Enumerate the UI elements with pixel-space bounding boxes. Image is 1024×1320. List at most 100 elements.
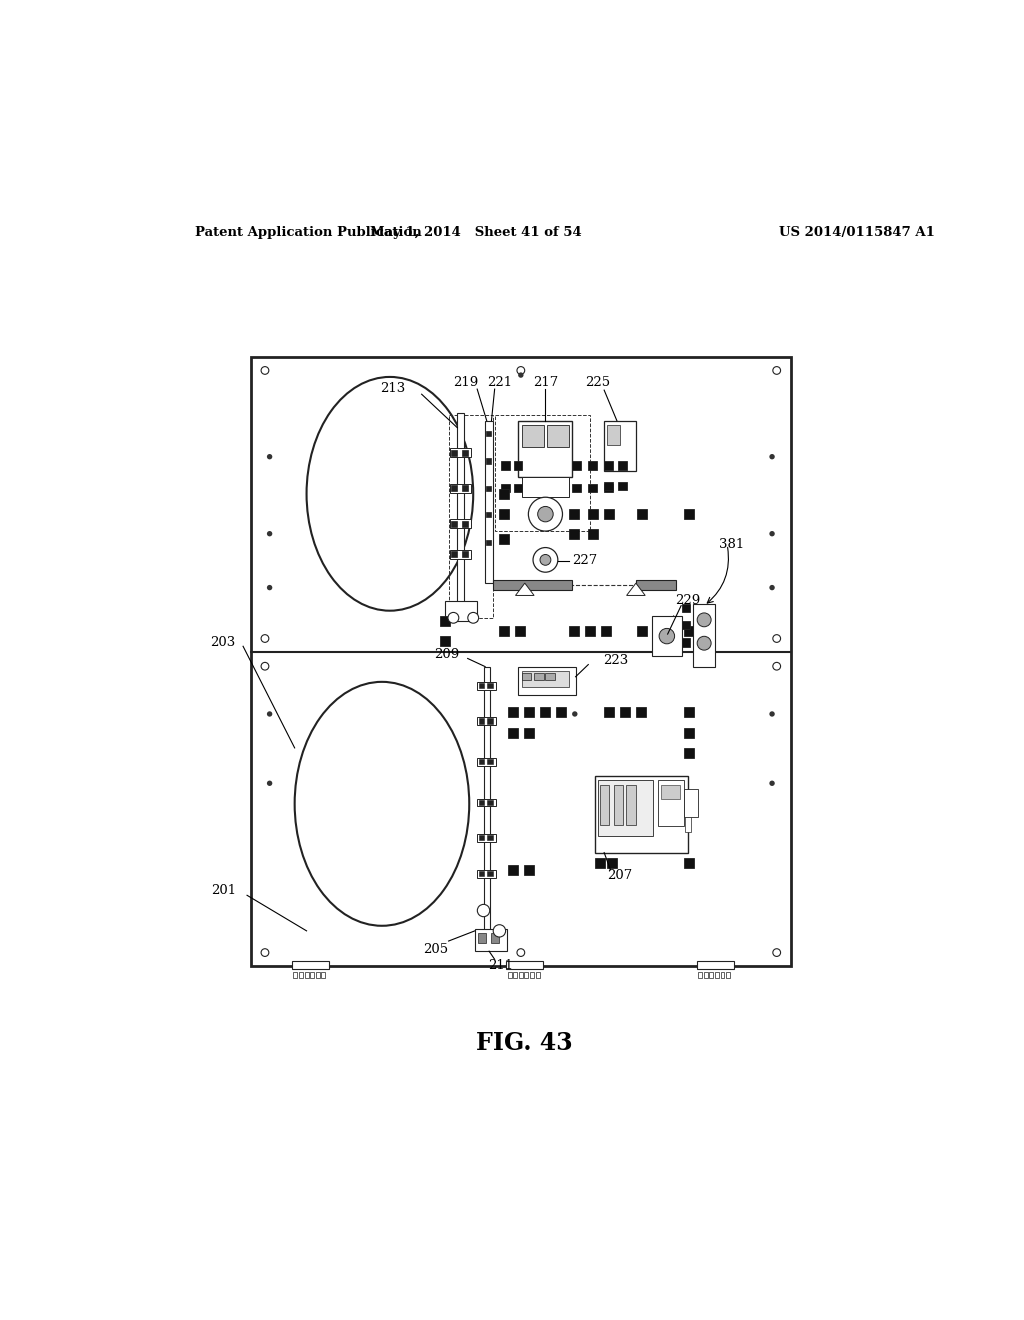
Bar [715,972,719,978]
Bar [304,972,308,978]
Bar [684,510,693,519]
Bar [519,972,523,978]
Bar [479,800,484,805]
Bar [487,800,493,805]
Circle shape [261,635,269,643]
Bar [569,510,580,519]
Bar [595,858,605,867]
Bar [627,784,636,825]
Ellipse shape [295,682,469,925]
Bar [637,510,647,519]
Bar [547,425,569,447]
Bar [546,673,555,680]
Bar [440,636,450,645]
Bar [514,483,522,492]
Bar [521,673,530,680]
Bar [572,461,581,470]
Text: 381: 381 [719,539,743,552]
Bar [607,858,617,867]
Bar [524,972,528,978]
Bar [452,450,458,455]
Bar [636,581,676,590]
Circle shape [518,372,523,378]
Text: 211: 211 [488,958,514,972]
Bar [595,776,688,853]
Text: May 1, 2014   Sheet 41 of 54: May 1, 2014 Sheet 41 of 54 [370,226,582,239]
Circle shape [267,711,272,717]
Bar [508,865,518,875]
Bar [521,425,544,447]
Bar [508,727,518,738]
Text: 225: 225 [586,375,610,388]
Bar [637,626,647,636]
Bar [726,972,730,978]
Text: 229: 229 [675,594,700,607]
Bar [693,603,715,667]
Bar [569,529,580,540]
Bar [310,972,314,978]
Bar [652,626,663,636]
Text: 217: 217 [532,375,558,388]
Bar [477,870,496,878]
Circle shape [538,507,553,521]
Bar [445,601,477,620]
Bar [524,708,535,717]
Circle shape [769,454,775,459]
Bar [486,458,492,463]
Bar [518,421,572,477]
Circle shape [534,548,558,572]
Bar [487,682,493,688]
Bar [487,718,493,723]
Circle shape [697,636,711,651]
Bar [588,529,598,540]
Bar [294,972,297,978]
Bar [569,626,580,636]
Bar [684,708,693,717]
Bar [450,483,471,492]
Bar [604,483,612,492]
Bar [492,933,500,942]
Circle shape [540,554,551,565]
Circle shape [261,367,269,375]
Bar [698,972,702,978]
Bar [487,871,493,876]
Bar [251,356,791,966]
Bar [486,430,492,436]
Bar [475,929,507,952]
Circle shape [468,612,478,623]
Text: 203: 203 [211,636,236,648]
Bar [477,718,496,725]
Bar [315,972,319,978]
Bar [682,603,690,612]
Bar [613,784,623,825]
Circle shape [769,711,775,717]
Bar [452,521,458,527]
Bar [478,933,486,942]
Bar [450,414,494,618]
Text: 223: 223 [603,653,628,667]
Text: 213: 213 [380,381,404,395]
Text: 221: 221 [486,375,512,388]
Circle shape [697,612,711,627]
Bar [710,972,714,978]
Circle shape [769,780,775,785]
Circle shape [267,780,272,785]
Circle shape [659,628,675,644]
Bar [500,626,510,636]
Circle shape [572,711,578,717]
Bar [604,421,636,471]
Circle shape [267,454,272,459]
Bar [658,780,684,826]
Bar [452,486,458,491]
Bar [508,972,512,978]
Bar [486,486,492,491]
Polygon shape [515,583,535,595]
Polygon shape [627,583,645,595]
Bar [604,708,614,717]
Text: 201: 201 [211,883,236,896]
Ellipse shape [306,378,473,611]
Bar [440,615,450,626]
Bar [292,961,329,969]
Text: 227: 227 [571,554,597,568]
Bar [618,461,627,470]
